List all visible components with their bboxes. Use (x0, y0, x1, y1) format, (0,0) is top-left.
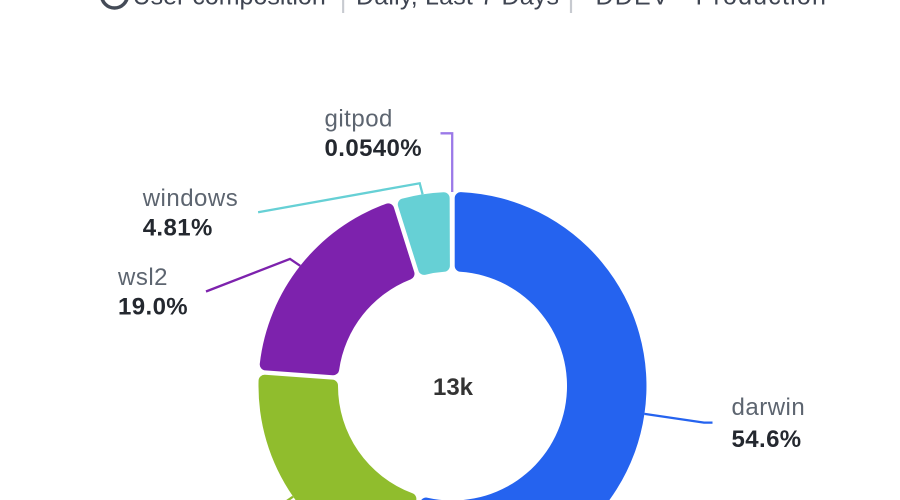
svg-text:13k: 13k (433, 374, 474, 401)
svg-text:0.0540%: 0.0540% (325, 135, 423, 162)
svg-text:gitpod: gitpod (325, 105, 393, 132)
svg-text:54.6%: 54.6% (732, 426, 802, 453)
svg-text:4.81%: 4.81% (143, 215, 213, 242)
svg-text:19.0%: 19.0% (118, 294, 188, 321)
svg-text:User composition: User composition (133, 0, 326, 11)
svg-text:DDEV - Production: DDEV - Production (596, 0, 828, 11)
svg-text:wsl2: wsl2 (117, 264, 168, 291)
svg-text:darwin: darwin (732, 394, 806, 421)
svg-text:windows: windows (142, 185, 239, 212)
svg-text:Daily, Last 7 Days: Daily, Last 7 Days (356, 0, 559, 11)
